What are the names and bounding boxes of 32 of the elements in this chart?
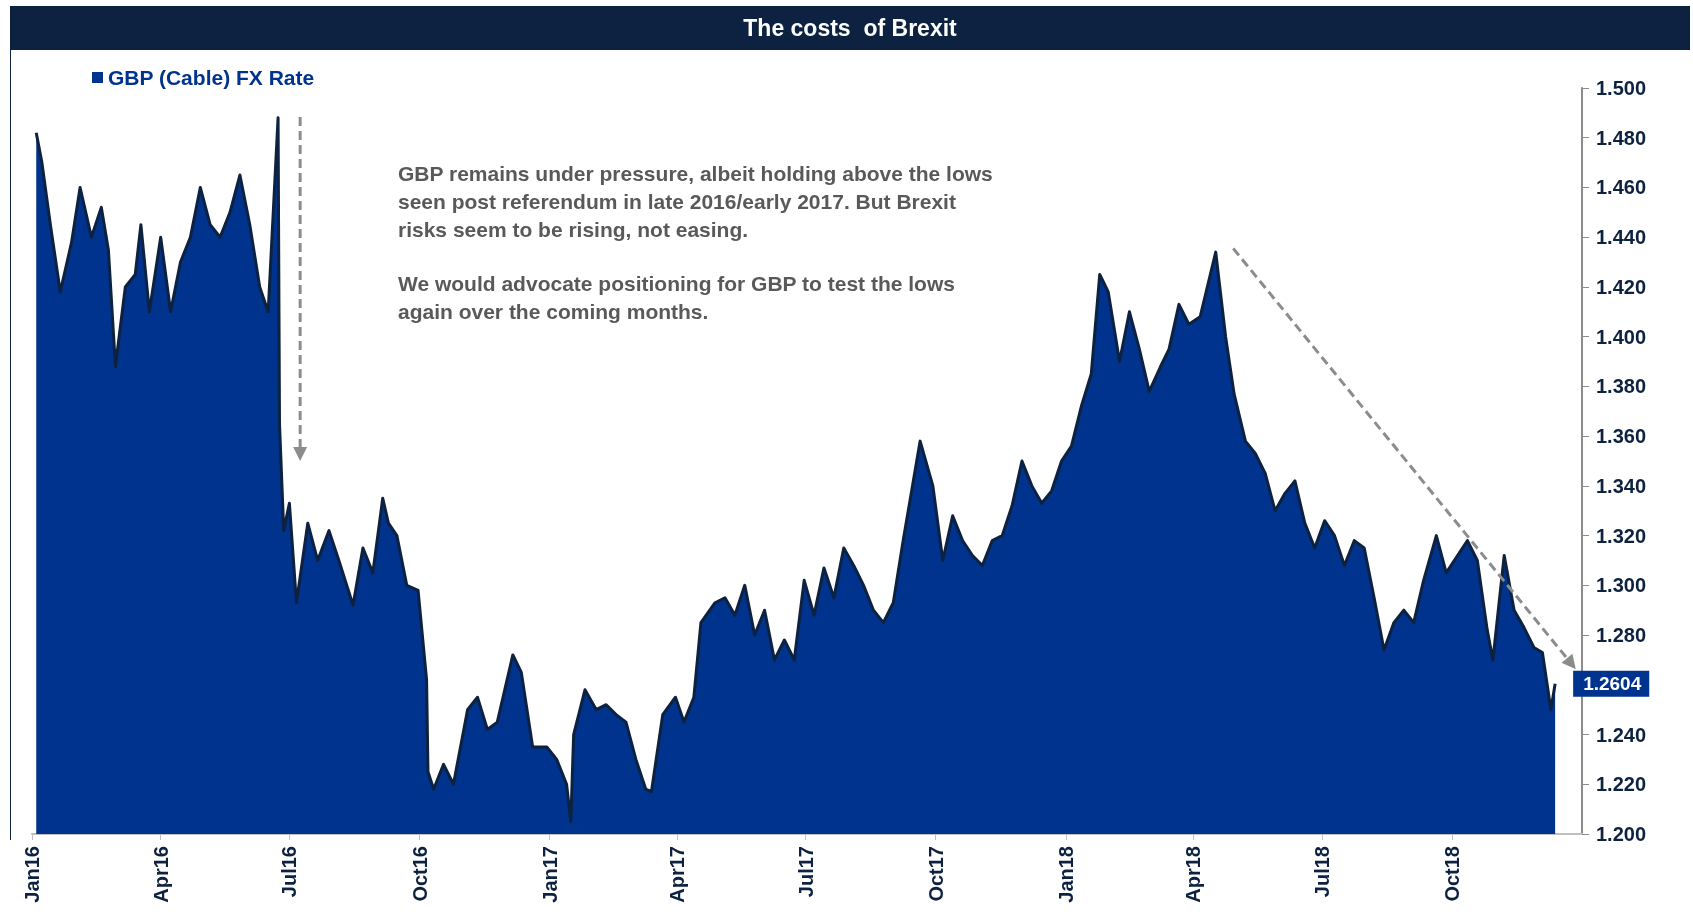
y-tick-label: 1.360 bbox=[1596, 425, 1647, 448]
y-tick-label: 1.460 bbox=[1596, 176, 1647, 199]
y-tick-label: 1.380 bbox=[1596, 375, 1647, 398]
x-tick-label: Jul18 bbox=[1310, 846, 1333, 898]
x-tick-label: Jul17 bbox=[794, 846, 817, 898]
y-tick-label: 1.340 bbox=[1596, 474, 1647, 497]
y-tick-label: 1.280 bbox=[1596, 624, 1647, 647]
y-tick-label: 1.480 bbox=[1596, 126, 1647, 149]
x-tick-label: Oct16 bbox=[408, 846, 431, 902]
y-tick-label: 1.400 bbox=[1596, 325, 1647, 348]
x-tick-label: Apr16 bbox=[149, 846, 172, 903]
y-tick-label: 1.440 bbox=[1596, 226, 1647, 249]
legend-label: GBP (Cable) FX Rate bbox=[108, 66, 315, 89]
x-tick-label: Apr18 bbox=[1182, 846, 1205, 903]
x-tick-label: Apr17 bbox=[665, 846, 688, 903]
y-tick-label: 1.300 bbox=[1596, 574, 1647, 597]
y-tick-label: 1.220 bbox=[1596, 773, 1647, 796]
x-tick-label: Jan18 bbox=[1054, 846, 1077, 903]
y-tick-label: 1.500 bbox=[1596, 77, 1647, 99]
annotation: We would advocate positioning for GBP to test the lows again over the coming months. bbox=[398, 271, 956, 325]
x-tick-label: Jul16 bbox=[278, 846, 301, 898]
y-tick-label: 1.320 bbox=[1596, 524, 1647, 547]
y-tick-label: 1.200 bbox=[1596, 823, 1647, 845]
data-label: 1.2604 bbox=[1583, 673, 1642, 695]
x-tick-label: Oct18 bbox=[1440, 846, 1463, 902]
y-tick-label: 1.240 bbox=[1596, 723, 1647, 746]
chart-title: The costs of Brexit bbox=[10, 6, 1690, 50]
annotation: GBP remains under pressure, albeit holding above the lows seen post referendum in late 2016/early 2017. But Brexit risks seem to be rising, not easing. bbox=[398, 161, 994, 243]
x-tick-label: Jan17 bbox=[538, 846, 561, 903]
x-tick-label: Oct17 bbox=[924, 846, 947, 902]
x-tick-label: Jan16 bbox=[21, 846, 43, 903]
y-tick-label: 1.420 bbox=[1596, 275, 1647, 298]
